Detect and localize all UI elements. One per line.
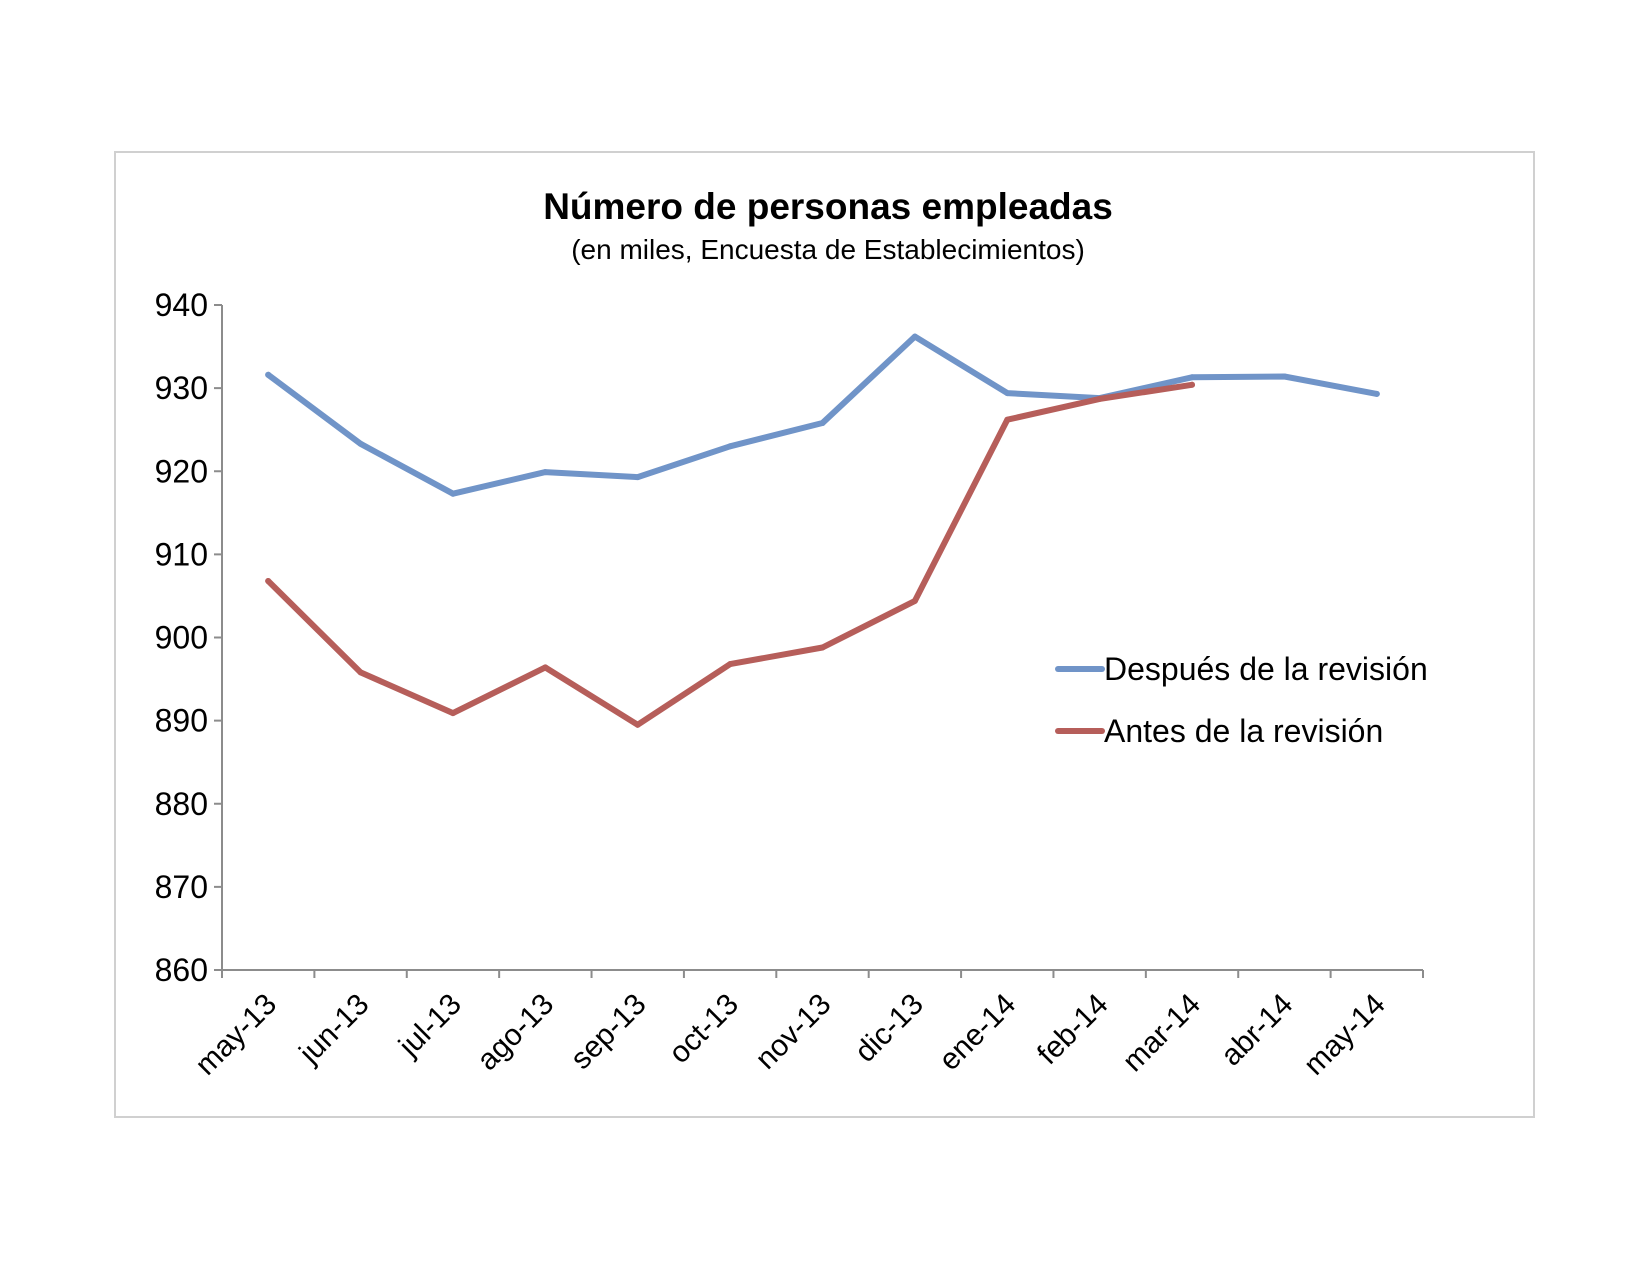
data-point [819,420,826,426]
x-tick-label: may-14 [1298,988,1392,1082]
data-point [1004,416,1011,423]
data-point [1096,395,1103,402]
y-axis-ticks: 860 870 880 890 900 910 920 930 940 [155,287,222,988]
series-line-0 [265,333,1380,497]
x-tick-label: dic-13 [849,988,930,1069]
chart-title: Número de personas empleadas [543,186,1113,227]
y-tick-label: 890 [155,703,208,739]
data-point [911,597,918,604]
x-tick-label: ago-13 [471,988,560,1077]
data-point [450,490,456,497]
y-tick-label: 920 [155,453,208,489]
y-tick-label: 910 [155,536,208,572]
chart-series [265,333,1380,728]
data-point [357,669,364,676]
y-tick-label: 930 [155,370,208,406]
y-tick-label: 860 [155,952,208,988]
data-point [265,578,272,584]
x-tick-label: nov-13 [749,988,837,1076]
y-tick-label: 880 [155,786,208,822]
x-axis-ticks: may-13 jun-13 jul-13 ago-13 sep-13 oct-13 nov-… [189,970,1424,1082]
chart-axes [221,305,1423,971]
x-tick-label: sep-13 [564,988,652,1076]
legend-label-0: Después de la revisión [1104,651,1428,687]
data-point [1281,373,1288,380]
data-point [819,644,826,651]
x-tick-label: may-13 [189,988,283,1082]
line-chart: Número de personas empleadas (en miles, … [155,186,1428,1082]
y-tick-label: 870 [155,869,208,905]
x-tick-label: oct-13 [663,988,745,1070]
legend-label-1: Antes de la revisión [1104,713,1383,749]
data-point [1189,374,1195,381]
y-tick-label: 940 [155,287,208,323]
data-point [1373,390,1380,397]
data-point [542,664,549,671]
x-tick-label: jul-13 [392,988,468,1064]
chart-subtitle: (en miles, Encuesta de Establecimientos) [571,234,1085,265]
data-point [634,721,641,728]
data-point [265,371,272,378]
series-line-1 [265,381,1195,728]
data-point [357,440,364,447]
x-tick-label: abr-14 [1215,988,1300,1073]
y-tick-label: 900 [155,620,208,656]
x-tick-label: jun-13 [293,988,376,1071]
data-point [727,443,734,450]
data-point [634,474,641,481]
chart-frame: Número de personas empleadas (en miles, … [114,151,1535,1118]
chart-legend: Después de la revisión Antes de la revisi… [1055,651,1428,749]
data-point [1004,390,1011,397]
x-tick-label: feb-14 [1031,988,1114,1071]
data-point [542,469,549,476]
x-tick-label: mar-14 [1116,988,1207,1079]
data-point [1189,381,1195,388]
x-tick-label: ene-14 [933,988,1022,1077]
data-point [727,661,734,668]
data-point [911,333,918,340]
data-point [450,710,456,717]
